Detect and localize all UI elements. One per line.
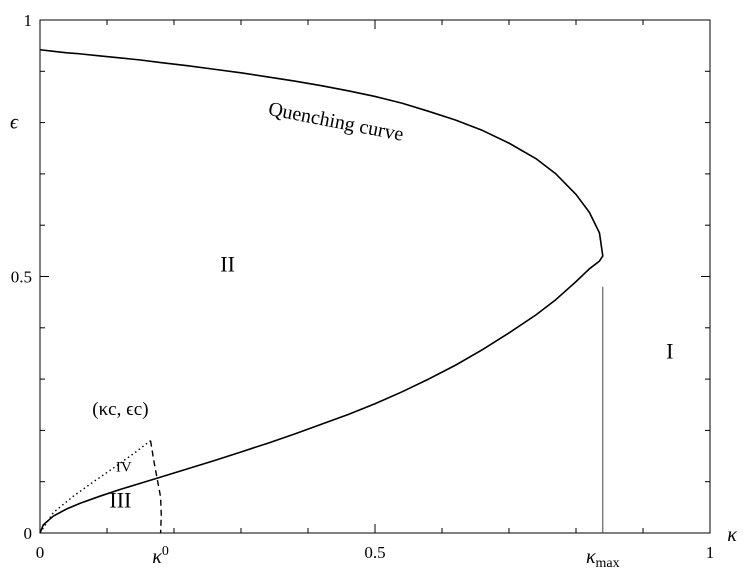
x-tick-label: 0 (36, 543, 45, 562)
annotation-5: (κc, ϵc) (92, 399, 148, 420)
special-x-label: κ0 (152, 544, 169, 568)
annotation-4: IV (116, 459, 132, 475)
annotation-0: Quenching curve (267, 98, 406, 146)
y-axis-label: ϵ (10, 112, 19, 134)
annotation-3: III (109, 487, 131, 512)
special-x-label-sub: max (596, 556, 620, 571)
x-tick-label: 0.5 (364, 543, 385, 562)
annotation-2: I (666, 339, 673, 364)
series-line-0 (39, 48, 604, 534)
y-tick-label: 0.5 (11, 268, 32, 287)
special-x-label-sup: 0 (162, 544, 169, 559)
x-axis-label: κ (727, 524, 737, 546)
y-tick-label: 1 (24, 11, 33, 30)
annotation-1: II (220, 251, 235, 276)
special-x-label: κmax (586, 546, 620, 571)
special-x-label-base: κ (152, 546, 162, 568)
special-x-label-base: κ (586, 546, 596, 568)
x-tick-label: 1 (706, 543, 715, 562)
y-tick-label: 0 (24, 524, 33, 543)
series-line-2 (149, 440, 162, 534)
series-line-1 (39, 440, 151, 534)
